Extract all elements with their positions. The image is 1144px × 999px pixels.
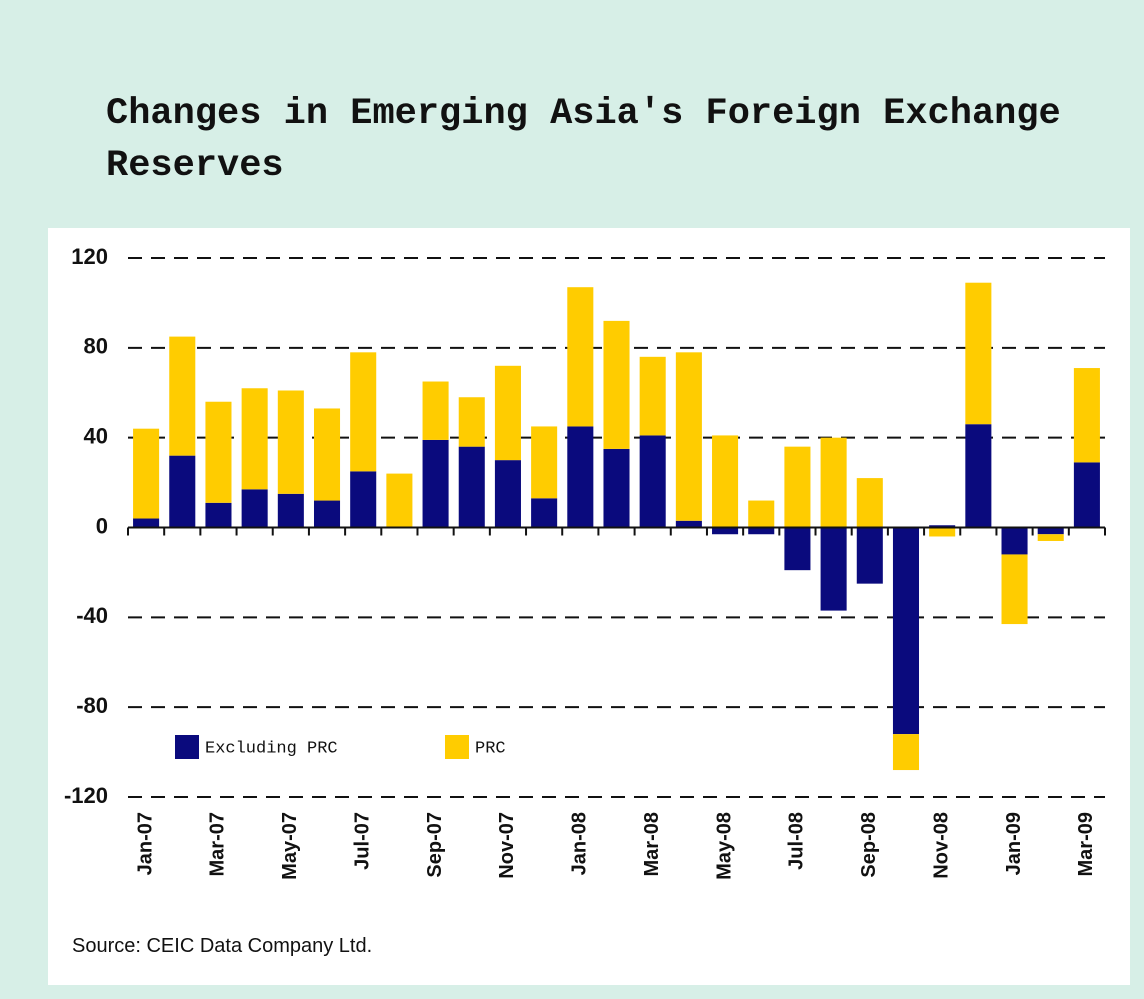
- bar: [1037, 534, 1064, 541]
- bar: [784, 527, 811, 571]
- bar: [1073, 462, 1100, 528]
- x-tick-label: Jul-07: [351, 812, 373, 870]
- bar: [1001, 527, 1028, 555]
- x-tick-label: Mar-07: [207, 812, 229, 876]
- y-tick-label: 120: [71, 244, 108, 269]
- bar: [422, 439, 449, 528]
- y-tick-label: -120: [64, 783, 108, 808]
- bar: [133, 428, 160, 519]
- bar: [820, 437, 847, 528]
- x-tick-label: May-08: [713, 812, 735, 880]
- bar: [820, 527, 847, 611]
- bar: [350, 352, 377, 472]
- bar: [784, 446, 811, 528]
- bar: [567, 426, 594, 528]
- bar: [494, 460, 521, 528]
- chart-title: Changes in Emerging Asia's Foreign Excha…: [106, 93, 1061, 187]
- bar: [531, 426, 558, 499]
- y-tick-label: 40: [84, 423, 108, 448]
- legend-label: Excluding PRC: [205, 739, 338, 758]
- y-tick-label: -40: [76, 603, 108, 628]
- bar: [169, 336, 196, 456]
- bar: [567, 287, 594, 427]
- bar: [277, 390, 304, 494]
- bar: [386, 473, 413, 528]
- bar: [892, 734, 920, 771]
- bar: [241, 489, 268, 528]
- bar: [856, 478, 883, 528]
- bar: [458, 397, 485, 447]
- bar: [350, 471, 377, 528]
- bar: [1001, 554, 1028, 625]
- bar: [169, 455, 196, 528]
- bar: [965, 282, 992, 425]
- y-tick-label: 0: [96, 513, 108, 538]
- y-tick-label: -80: [76, 693, 108, 718]
- bar: [965, 424, 992, 528]
- bar: [458, 446, 485, 528]
- x-tick-label: Nov-07: [496, 812, 518, 879]
- bar: [531, 498, 558, 528]
- x-tick-label: Jan-07: [134, 812, 156, 875]
- x-tick-label: Jan-09: [1003, 812, 1025, 875]
- x-tick-label: Sep-08: [858, 812, 880, 878]
- bar: [748, 500, 775, 528]
- x-tick-label: Nov-08: [930, 812, 952, 879]
- y-tick-label: 80: [84, 334, 108, 359]
- bar: [422, 381, 449, 440]
- bar: [205, 401, 232, 503]
- bar: [748, 527, 775, 535]
- bar: [892, 527, 920, 735]
- bar: [712, 435, 739, 528]
- bar: [494, 365, 521, 461]
- bar: [205, 502, 232, 528]
- bar: [1073, 368, 1100, 463]
- x-tick-label: Mar-09: [1075, 812, 1097, 876]
- bar: [675, 520, 702, 528]
- bar: [712, 527, 739, 535]
- bar: [241, 388, 268, 490]
- source-note: Source: CEIC Data Company Ltd.: [72, 935, 372, 957]
- bar: [639, 356, 666, 436]
- x-tick-label: Mar-08: [641, 812, 663, 876]
- bar: [929, 525, 956, 528]
- x-tick-label: May-07: [279, 812, 301, 880]
- x-tick-label: Sep-07: [424, 812, 446, 878]
- legend-swatch: [175, 735, 199, 759]
- x-tick-label: Jul-08: [786, 812, 808, 870]
- bar: [856, 527, 883, 584]
- legend-label: PRC: [475, 739, 506, 758]
- bar: [1037, 527, 1064, 535]
- bar: [313, 500, 341, 528]
- legend-swatch: [445, 735, 469, 759]
- x-tick-label: Jan-08: [569, 812, 591, 875]
- bar: [277, 493, 304, 528]
- bar: [639, 435, 666, 528]
- bar: [603, 448, 630, 528]
- bar: [675, 352, 702, 521]
- bar: [133, 518, 160, 528]
- bar: [313, 408, 341, 501]
- bar: [929, 527, 956, 537]
- bar: [603, 320, 630, 449]
